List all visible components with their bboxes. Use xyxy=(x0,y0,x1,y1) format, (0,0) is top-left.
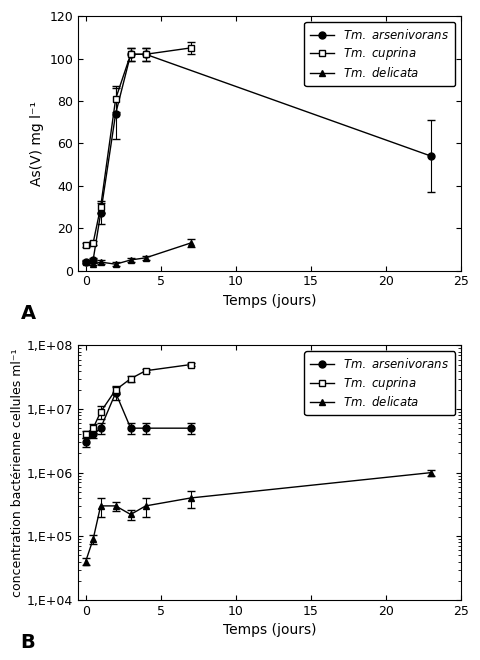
Text: A: A xyxy=(21,304,36,323)
Text: B: B xyxy=(21,633,36,652)
Legend: $\it{Tm.}$ $\it{arsenivorans}$, $\it{Tm.}$ $\it{cuprina}$, $\it{Tm.}$ $\it{delic: $\it{Tm.}$ $\it{arsenivorans}$, $\it{Tm.… xyxy=(304,351,455,415)
X-axis label: Temps (jours): Temps (jours) xyxy=(223,294,316,308)
Y-axis label: concentration bactérienne cellules ml⁻¹: concentration bactérienne cellules ml⁻¹ xyxy=(11,348,24,597)
Y-axis label: As(V) mg l⁻¹: As(V) mg l⁻¹ xyxy=(30,101,44,186)
X-axis label: Temps (jours): Temps (jours) xyxy=(223,623,316,638)
Legend: $\it{Tm.}$ $\it{arsenivorans}$, $\it{Tm.}$ $\it{cuprina}$, $\it{Tm.}$ $\it{delic: $\it{Tm.}$ $\it{arsenivorans}$, $\it{Tm.… xyxy=(304,22,455,86)
